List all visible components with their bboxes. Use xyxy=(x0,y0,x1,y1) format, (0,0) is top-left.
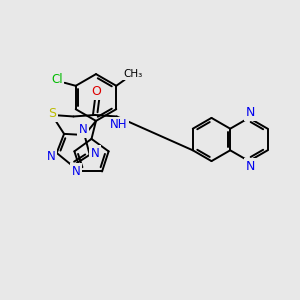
Text: NH: NH xyxy=(110,118,127,131)
Text: N: N xyxy=(79,123,87,136)
Text: N: N xyxy=(72,165,80,178)
Text: CH₃: CH₃ xyxy=(123,69,143,79)
Text: S: S xyxy=(48,107,56,120)
Text: N: N xyxy=(246,106,255,119)
Text: N: N xyxy=(47,150,56,163)
Text: O: O xyxy=(91,85,101,98)
Text: N: N xyxy=(246,160,255,173)
Text: N: N xyxy=(91,147,100,160)
Text: Cl: Cl xyxy=(51,73,63,86)
